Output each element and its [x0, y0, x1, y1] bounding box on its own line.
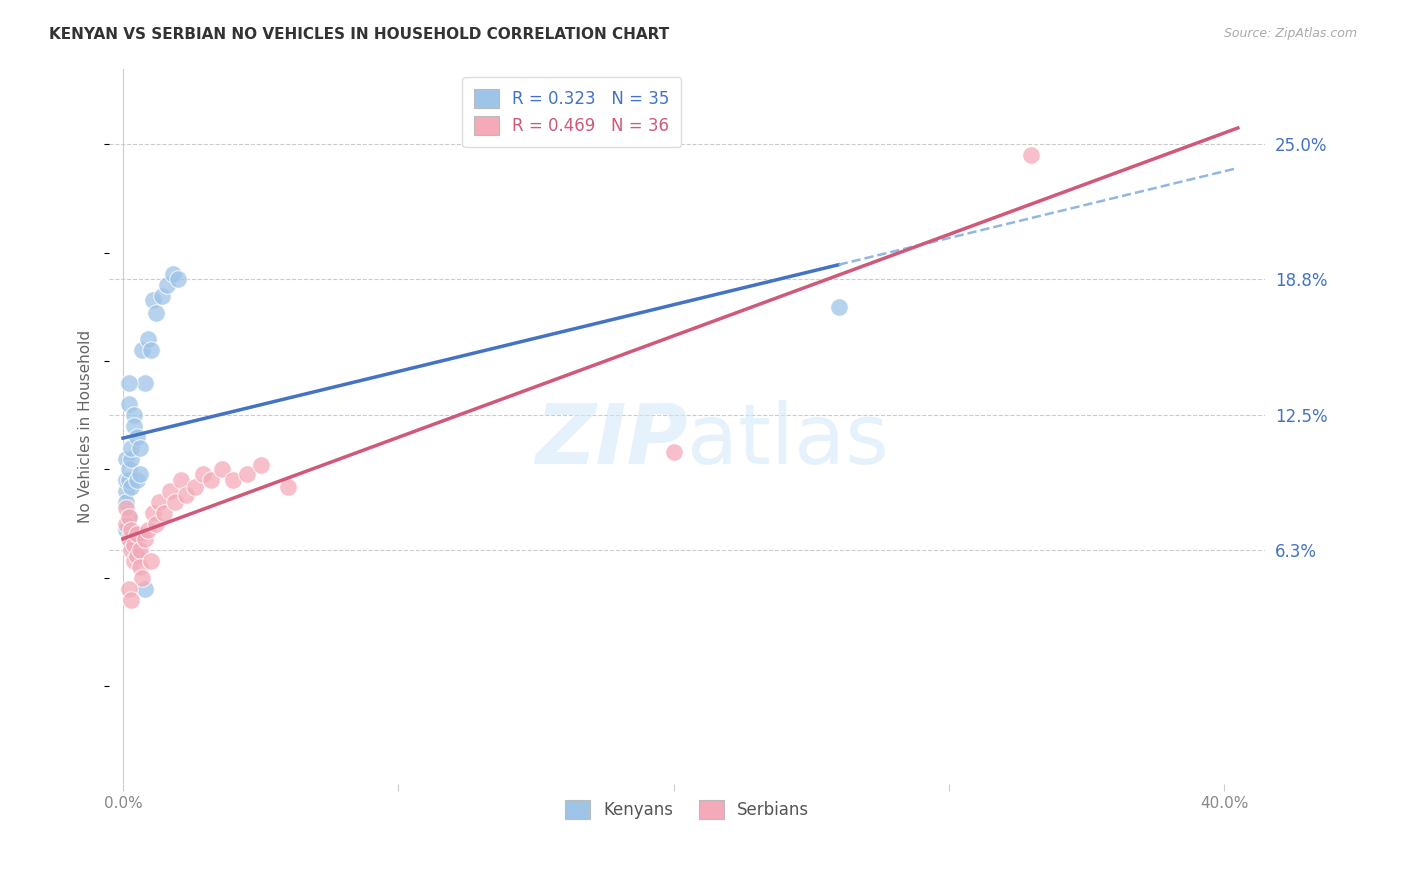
Point	[120, 542, 142, 557]
Point	[125, 473, 148, 487]
Point	[117, 582, 139, 596]
Point	[122, 409, 145, 423]
Y-axis label: No Vehicles in Household: No Vehicles in Household	[79, 329, 93, 523]
Point	[183, 480, 205, 494]
Point	[122, 538, 145, 552]
Point	[662, 445, 685, 459]
Point	[128, 542, 150, 557]
Point	[162, 268, 184, 282]
Point	[122, 419, 145, 434]
Point	[128, 467, 150, 481]
Point	[117, 510, 139, 524]
Point	[117, 532, 139, 546]
Point	[136, 523, 159, 537]
Point	[200, 473, 222, 487]
Text: atlas: atlas	[688, 400, 889, 481]
Point	[114, 473, 136, 487]
Point	[139, 553, 162, 567]
Point	[170, 473, 193, 487]
Point	[128, 527, 150, 541]
Point	[134, 582, 156, 596]
Point	[165, 495, 187, 509]
Point	[128, 441, 150, 455]
Point	[211, 462, 233, 476]
Point	[114, 451, 136, 466]
Point	[117, 473, 139, 487]
Point	[134, 376, 156, 390]
Point	[122, 532, 145, 546]
Point	[117, 376, 139, 390]
Point	[134, 532, 156, 546]
Point	[128, 560, 150, 574]
Point	[117, 397, 139, 411]
Point	[277, 480, 299, 494]
Point	[117, 462, 139, 476]
Text: KENYAN VS SERBIAN NO VEHICLES IN HOUSEHOLD CORRELATION CHART: KENYAN VS SERBIAN NO VEHICLES IN HOUSEHO…	[49, 27, 669, 42]
Point	[222, 473, 245, 487]
Point	[176, 488, 198, 502]
Point	[159, 484, 181, 499]
Point	[120, 592, 142, 607]
Point	[236, 467, 259, 481]
Point	[249, 458, 271, 472]
Point	[167, 271, 190, 285]
Point	[156, 278, 179, 293]
Point	[131, 571, 153, 585]
Point	[117, 510, 139, 524]
Text: ZIP: ZIP	[534, 400, 688, 481]
Point	[120, 451, 142, 466]
Point	[120, 480, 142, 494]
Point	[131, 343, 153, 358]
Point	[150, 289, 173, 303]
Point	[114, 516, 136, 531]
Point	[125, 527, 148, 541]
Point	[153, 506, 176, 520]
Point	[120, 441, 142, 455]
Point	[125, 549, 148, 564]
Legend: Kenyans, Serbians: Kenyans, Serbians	[558, 793, 815, 825]
Point	[125, 542, 148, 557]
Point	[142, 506, 165, 520]
Point	[120, 523, 142, 537]
Point	[114, 523, 136, 537]
Text: Source: ZipAtlas.com: Source: ZipAtlas.com	[1223, 27, 1357, 40]
Point	[191, 467, 214, 481]
Point	[145, 306, 167, 320]
Point	[148, 495, 170, 509]
Point	[142, 293, 165, 308]
Point	[145, 516, 167, 531]
Point	[114, 495, 136, 509]
Point	[1021, 148, 1043, 162]
Point	[122, 553, 145, 567]
Point	[139, 343, 162, 358]
Point	[120, 538, 142, 552]
Point	[125, 430, 148, 444]
Point	[114, 501, 136, 516]
Point	[114, 484, 136, 499]
Point	[828, 300, 851, 314]
Point	[136, 333, 159, 347]
